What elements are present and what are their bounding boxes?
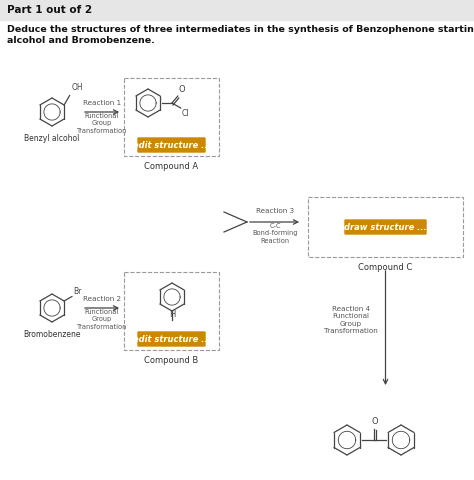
Bar: [308, 197, 463, 257]
Text: H: H: [169, 310, 175, 319]
FancyBboxPatch shape: [137, 331, 206, 347]
Text: Reaction 3: Reaction 3: [256, 208, 294, 214]
Bar: [124, 78, 219, 156]
Text: Cl: Cl: [182, 109, 189, 118]
Text: Deduce the structures of three intermediates in the synthesis of Benzophenone st: Deduce the structures of three intermedi…: [7, 25, 474, 34]
Text: Functional
Group
Transformation: Functional Group Transformation: [77, 113, 127, 134]
Text: O: O: [179, 85, 185, 94]
Text: edit structure ...: edit structure ...: [133, 141, 210, 149]
Text: Functional
Group
Transformation: Functional Group Transformation: [77, 309, 127, 330]
Text: Bromobenzene: Bromobenzene: [23, 330, 81, 339]
Text: Benzyl alcohol: Benzyl alcohol: [24, 134, 80, 143]
Text: Part 1 out of 2: Part 1 out of 2: [7, 5, 92, 15]
Text: Reaction 4
Functional
Group
Transformation: Reaction 4 Functional Group Transformati…: [324, 306, 377, 334]
FancyBboxPatch shape: [137, 137, 206, 153]
Text: Compound B: Compound B: [145, 356, 199, 365]
Bar: [0, 0, 474, 20]
Text: Compound A: Compound A: [145, 162, 199, 171]
Text: OH: OH: [72, 84, 83, 93]
Text: draw structure ...: draw structure ...: [344, 223, 427, 231]
Text: Reaction 1: Reaction 1: [83, 100, 121, 106]
Text: alcohol and Bromobenzene.: alcohol and Bromobenzene.: [7, 36, 155, 45]
Text: Br: Br: [73, 287, 82, 296]
FancyBboxPatch shape: [344, 219, 427, 235]
Text: edit structure ...: edit structure ...: [133, 335, 210, 344]
Text: Reaction 2: Reaction 2: [83, 296, 121, 302]
Text: C-C
Bond-forming
Reaction: C-C Bond-forming Reaction: [252, 223, 298, 244]
Text: O: O: [372, 417, 378, 426]
Text: Compound C: Compound C: [358, 263, 413, 272]
Bar: [124, 272, 219, 350]
